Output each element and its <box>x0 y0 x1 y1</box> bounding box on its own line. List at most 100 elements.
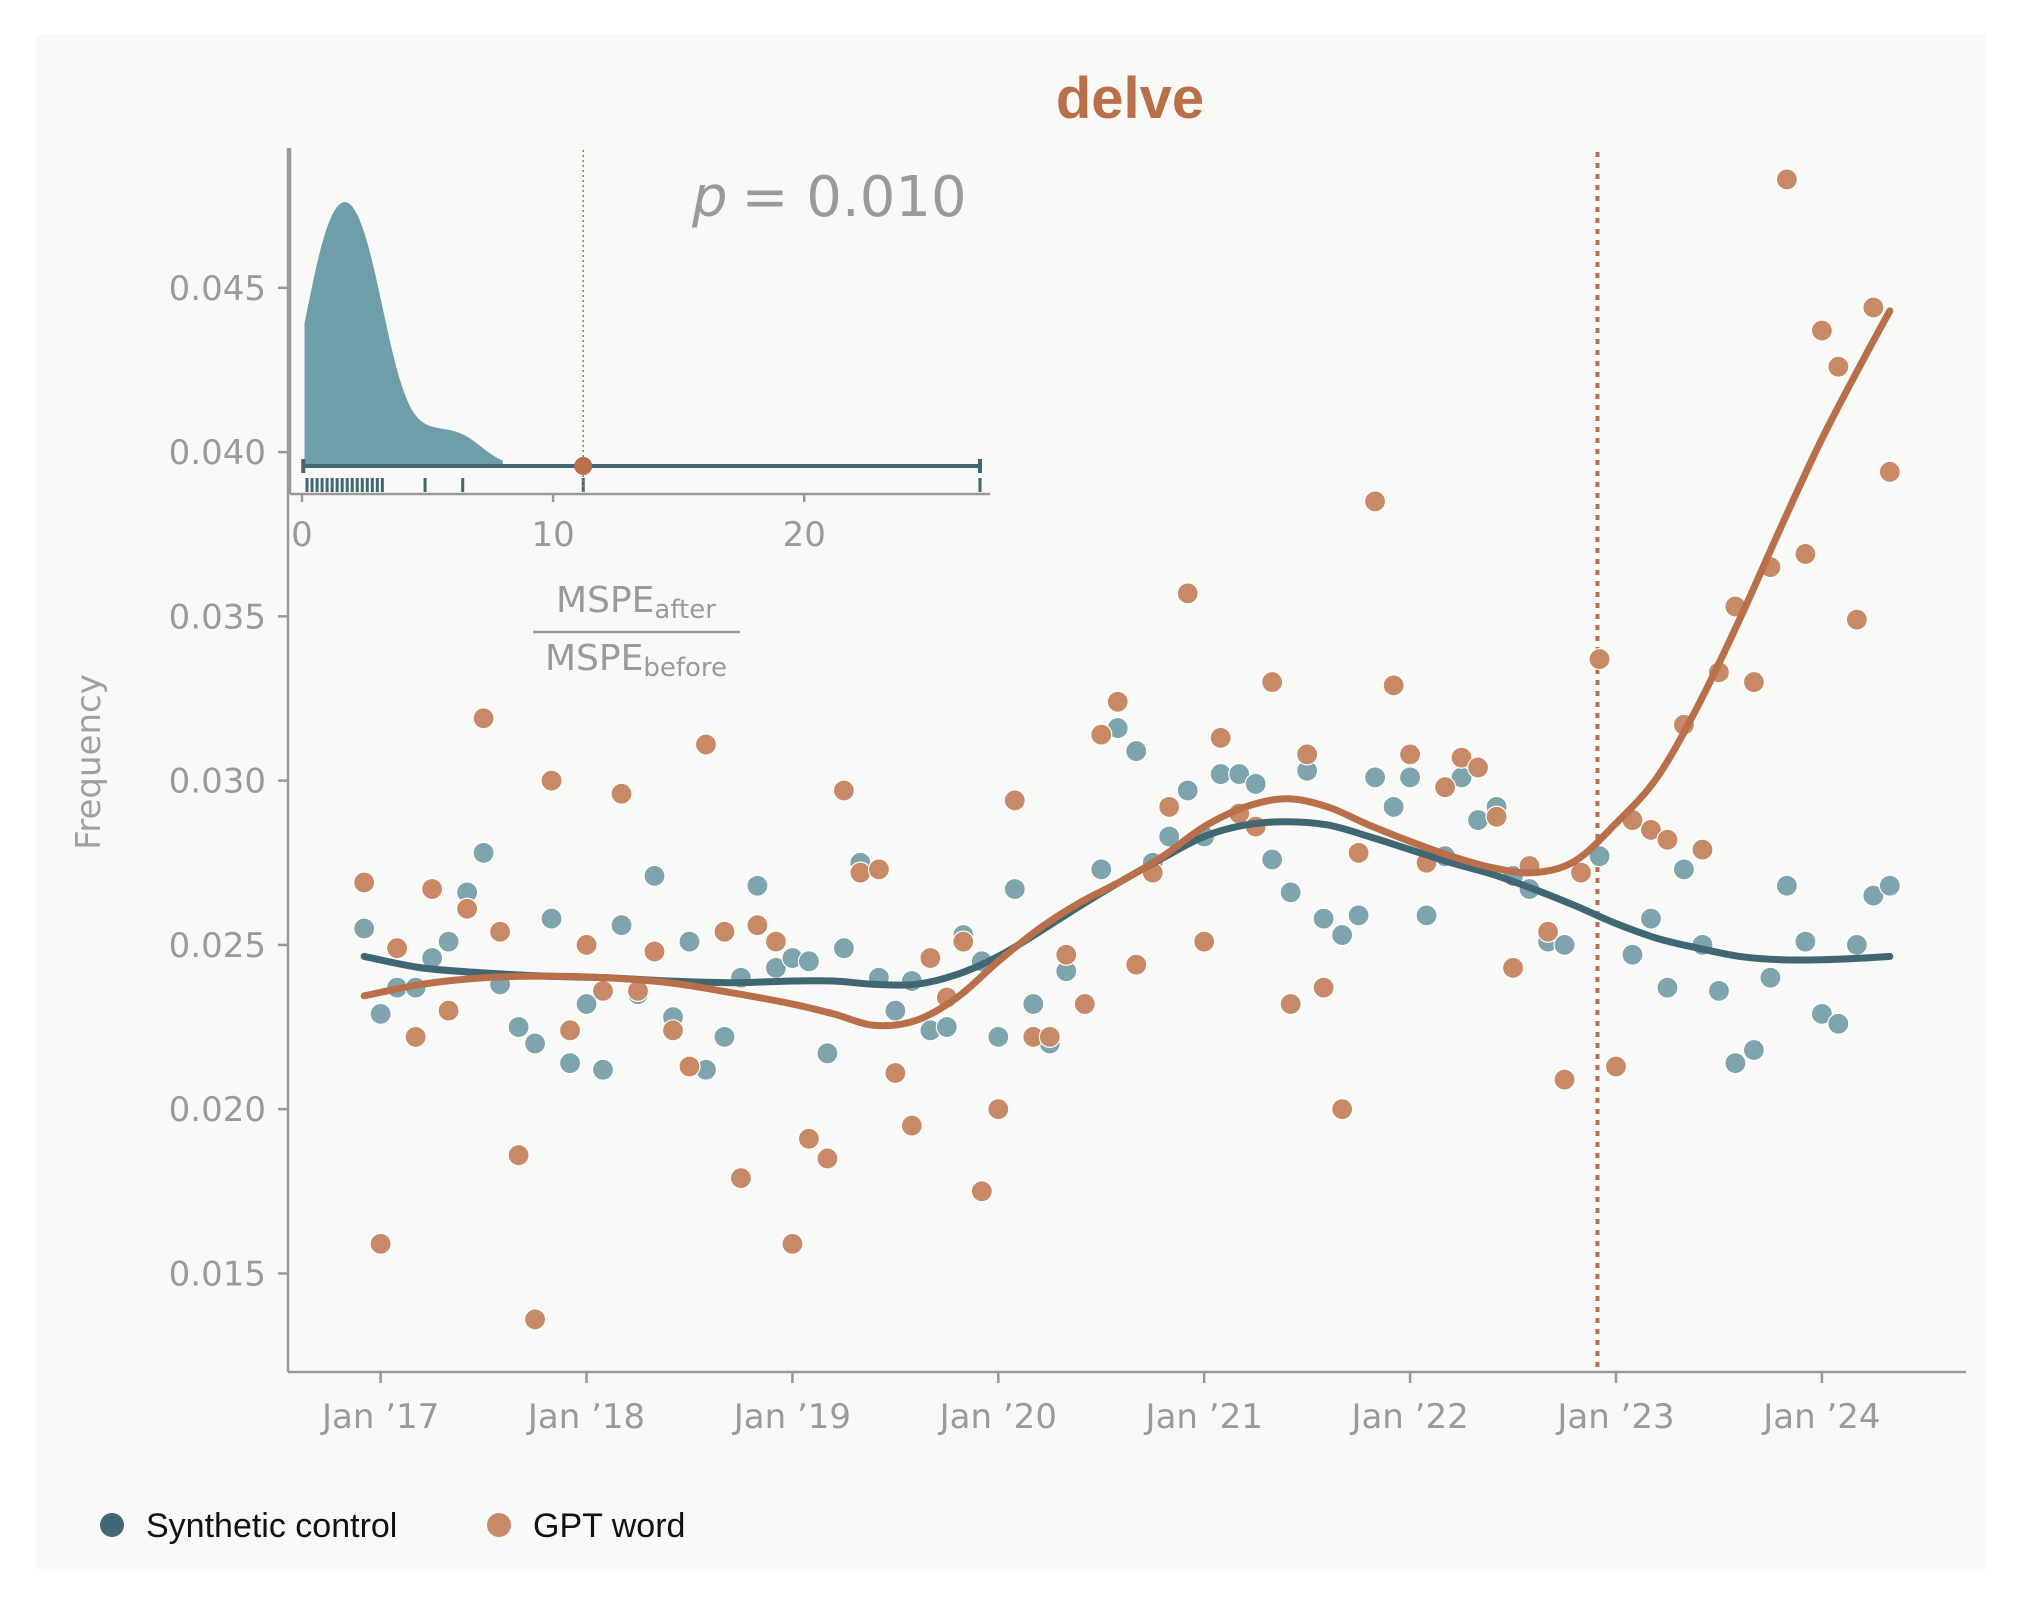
control-point <box>1810 1002 1833 1025</box>
control-point <box>1553 933 1576 957</box>
control-point <box>1878 874 1901 897</box>
control-point <box>353 917 376 940</box>
gpt-point <box>781 1232 804 1255</box>
control-point <box>1724 1052 1747 1075</box>
gpt-point <box>713 920 736 943</box>
gpt-point <box>729 1167 753 1190</box>
control-point <box>832 937 856 960</box>
gpt-point <box>507 1144 530 1167</box>
gpt-point <box>1296 743 1319 766</box>
control-point <box>1845 933 1868 957</box>
y-axis-label: Frequency <box>69 674 109 850</box>
gpt-point <box>610 782 633 805</box>
gpt-point <box>952 930 975 953</box>
control-point <box>1261 848 1284 871</box>
control-point <box>1639 907 1663 930</box>
gpt-point <box>1433 776 1457 799</box>
gpt-point <box>1398 743 1422 766</box>
legend-control-label: Synthetic control <box>146 1507 397 1545</box>
gpt-point <box>1363 490 1387 513</box>
gpt-point <box>867 858 891 881</box>
gpt-point <box>1588 647 1611 671</box>
gpt-point <box>919 946 942 970</box>
gpt-point <box>523 1308 547 1331</box>
control-point <box>1742 1038 1766 1062</box>
gpt-point <box>1536 920 1560 943</box>
control-point <box>1347 904 1370 927</box>
control-point <box>591 1058 615 1081</box>
gpt-point <box>472 707 495 730</box>
gpt-point <box>1450 746 1473 769</box>
gpt-point <box>1073 992 1096 1016</box>
y-tick-label: 0.025 <box>169 926 266 966</box>
p-value: = 0.010 <box>742 165 967 230</box>
control-point <box>1363 766 1387 789</box>
gpt-point <box>1845 608 1868 631</box>
x-tick-label: Jan ’22 <box>1349 1397 1468 1437</box>
gpt-point <box>1055 943 1078 966</box>
gpt-point <box>386 937 409 960</box>
inset-x-tick-label: 10 <box>531 515 574 555</box>
control-point <box>1279 881 1302 904</box>
gpt-point <box>1691 838 1714 861</box>
x-tick-label: Jan ’21 <box>1144 1397 1263 1437</box>
control-point <box>1228 762 1251 786</box>
y-tick-label: 0.030 <box>169 762 266 802</box>
y-tick-label: 0.045 <box>169 269 266 309</box>
gpt-point <box>643 940 666 963</box>
control-point <box>1382 795 1405 819</box>
y-tick-label: 0.015 <box>169 1254 266 1294</box>
control-point <box>472 841 495 865</box>
control-point <box>816 1042 839 1065</box>
gpt-point <box>1656 828 1679 851</box>
gpt-point <box>678 1055 701 1078</box>
gpt-point <box>1176 582 1199 605</box>
gpt-point <box>1331 1098 1354 1121</box>
control-point <box>1244 772 1267 796</box>
control-point <box>1022 992 1045 1016</box>
gpt-point <box>540 769 563 792</box>
inset-p-label: p = 0.010 <box>691 165 967 230</box>
control-point <box>1090 858 1113 881</box>
control-point <box>643 864 666 888</box>
gpt-point <box>661 1019 685 1042</box>
x-tick-label: Jan ’24 <box>1761 1397 1880 1437</box>
control-point <box>678 930 701 953</box>
gpt-point <box>1794 542 1817 566</box>
gpt-point <box>1485 805 1508 828</box>
control-point <box>437 930 460 953</box>
gpt-point <box>591 979 615 1003</box>
x-tick-label: Jan ’18 <box>526 1397 645 1437</box>
control-point <box>523 1032 547 1055</box>
control-point <box>1707 979 1731 1003</box>
control-point <box>797 950 821 973</box>
control-point <box>1398 766 1422 789</box>
control-point <box>1415 904 1438 927</box>
chart-title: delve <box>1056 66 1204 131</box>
control-point <box>575 992 598 1016</box>
control-point <box>935 1015 958 1039</box>
gpt-point <box>404 1025 427 1048</box>
gpt-point <box>1279 992 1302 1016</box>
x-tick-label: Jan ’23 <box>1555 1397 1674 1437</box>
denominator-text: MSPE <box>545 638 643 679</box>
gpt-trend-line <box>360 307 1894 1030</box>
control-point <box>1759 966 1782 989</box>
control-point <box>540 907 563 930</box>
control-point <box>507 1015 530 1039</box>
gpt-point <box>1312 976 1335 999</box>
control-point <box>1672 858 1696 881</box>
gpt-point <box>746 914 769 937</box>
gpt-point <box>488 920 512 943</box>
control-point <box>1312 907 1335 930</box>
control-point <box>1656 976 1679 999</box>
control-point <box>369 1002 392 1025</box>
control-point <box>1588 845 1611 868</box>
numerator-text: MSPE <box>556 580 654 621</box>
gpt-point <box>1466 756 1490 779</box>
gpt-point <box>1261 670 1284 694</box>
legend: Synthetic control GPT word <box>100 1507 685 1545</box>
gpt-point <box>1106 690 1129 713</box>
gpt-point <box>353 871 376 894</box>
control-point <box>713 1025 736 1048</box>
